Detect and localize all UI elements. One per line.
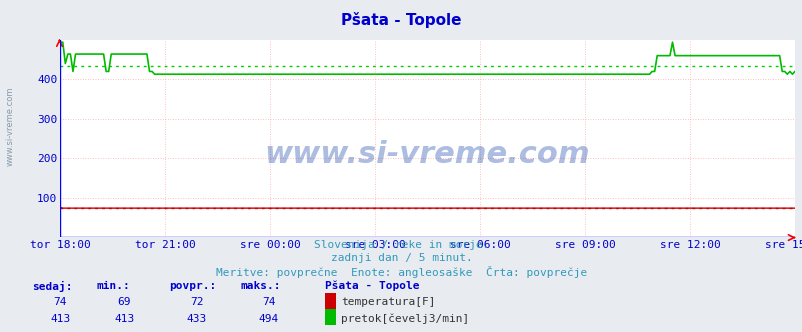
Text: Slovenija / reke in morje.: Slovenija / reke in morje.: [314, 240, 488, 250]
Text: zadnji dan / 5 minut.: zadnji dan / 5 minut.: [330, 253, 472, 263]
Text: 69: 69: [118, 297, 131, 307]
Text: pretok[čevelj3/min]: pretok[čevelj3/min]: [341, 314, 469, 324]
Text: Pšata - Topole: Pšata - Topole: [341, 12, 461, 28]
Text: 433: 433: [186, 314, 207, 324]
Text: www.si-vreme.com: www.si-vreme.com: [265, 140, 589, 169]
Text: 74: 74: [54, 297, 67, 307]
Text: 413: 413: [50, 314, 71, 324]
Text: 494: 494: [258, 314, 279, 324]
Text: povpr.:: povpr.:: [168, 281, 216, 290]
Text: temperatura[F]: temperatura[F]: [341, 297, 435, 307]
Text: 72: 72: [190, 297, 203, 307]
Text: min.:: min.:: [96, 281, 130, 290]
Text: sedaj:: sedaj:: [32, 281, 72, 291]
Text: maks.:: maks.:: [241, 281, 281, 290]
Text: Meritve: povprečne  Enote: angleosaške  Črta: povprečje: Meritve: povprečne Enote: angleosaške Čr…: [216, 266, 586, 278]
Text: 413: 413: [114, 314, 135, 324]
Text: Pšata - Topole: Pšata - Topole: [325, 281, 419, 291]
Text: 74: 74: [262, 297, 275, 307]
Text: www.si-vreme.com: www.si-vreme.com: [6, 86, 15, 166]
